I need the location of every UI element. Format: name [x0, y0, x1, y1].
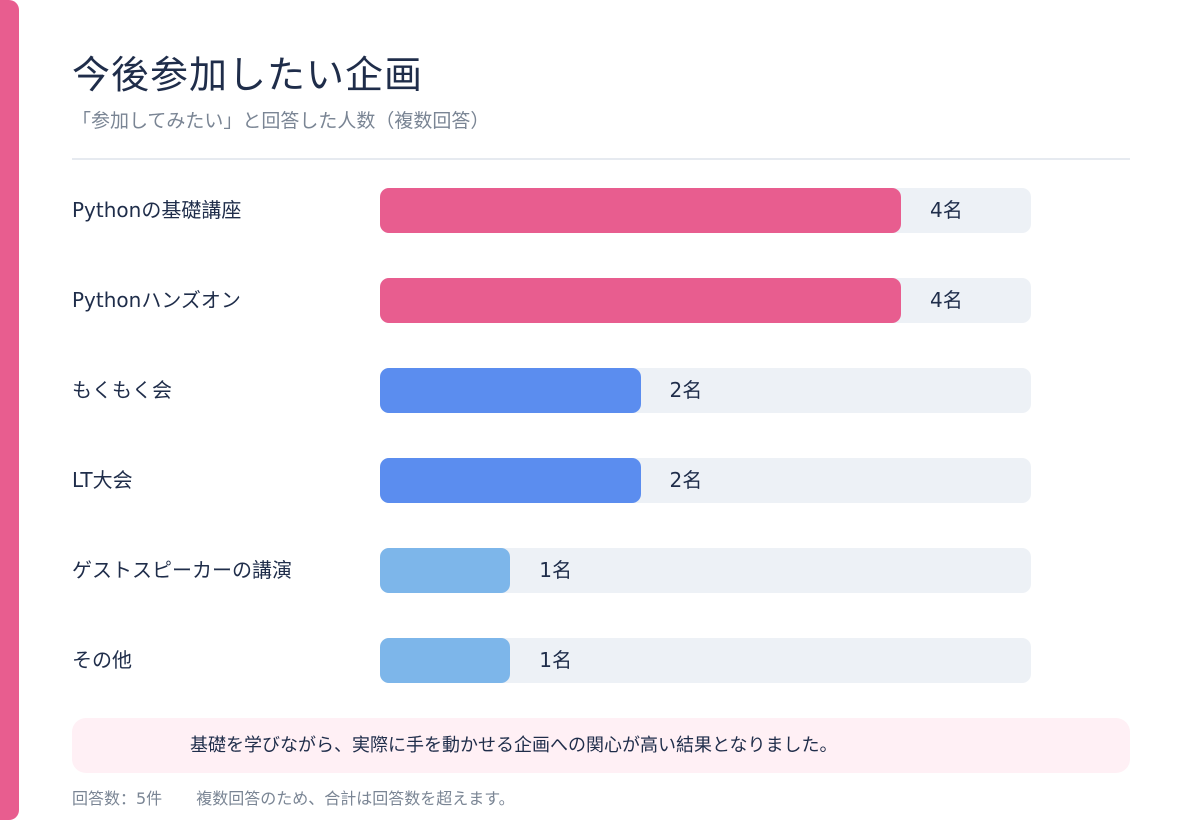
bar-row: その他 1名 [0, 638, 1200, 683]
bar-track [380, 368, 1031, 413]
value-label: 1名 [539, 648, 572, 672]
accent-bar [0, 0, 19, 820]
footer: 回答数：5件 複数回答のため、合計は回答数を超えます。 [72, 785, 515, 809]
value-label: 2名 [669, 468, 703, 492]
bar-row: LT大会 2名 [0, 458, 1200, 503]
bar [380, 188, 901, 233]
header-divider [72, 158, 1130, 160]
category-label: Pythonの基礎講座 [72, 198, 242, 222]
bar-row: Pythonハンズオン 4名 [0, 278, 1200, 323]
bar [380, 458, 641, 503]
insight-note-text: 基礎を学びながら、実際に手を動かせる企画への関心が高い結果となりました。 [190, 735, 838, 756]
bar-row: ゲストスピーカーの講演 1名 [0, 548, 1200, 593]
chart-subtitle: 「参加してみたい」と回答した人数（複数回答） [72, 110, 490, 132]
value-label: 4名 [930, 288, 963, 312]
bar-track [380, 188, 1031, 233]
bar [380, 548, 511, 593]
bar-track [380, 638, 1031, 683]
bar [380, 638, 511, 683]
value-label: 4名 [930, 198, 963, 222]
category-label: ゲストスピーカーの講演 [72, 558, 292, 582]
bar-track [380, 278, 1031, 323]
respondent-count: 回答数：5件 [72, 789, 163, 808]
category-label: Pythonハンズオン [72, 288, 241, 312]
chart-title: 今後参加したい企画 [72, 53, 424, 97]
footer-remark: 複数回答のため、合計は回答数を超えます。 [196, 789, 515, 808]
bar [380, 368, 641, 413]
bar-row: もくもく会 2名 [0, 368, 1200, 413]
bar-track [380, 548, 1031, 593]
bar [380, 278, 901, 323]
category-label: もくもく会 [72, 378, 172, 402]
bar-track [380, 458, 1031, 503]
category-label: LT大会 [72, 468, 133, 492]
insight-note: 基礎を学びながら、実際に手を動かせる企画への関心が高い結果となりました。 [72, 718, 1130, 773]
bar-row: Pythonの基礎講座 4名 [0, 188, 1200, 233]
category-label: その他 [72, 648, 132, 672]
value-label: 1名 [539, 558, 572, 582]
value-label: 2名 [669, 378, 703, 402]
